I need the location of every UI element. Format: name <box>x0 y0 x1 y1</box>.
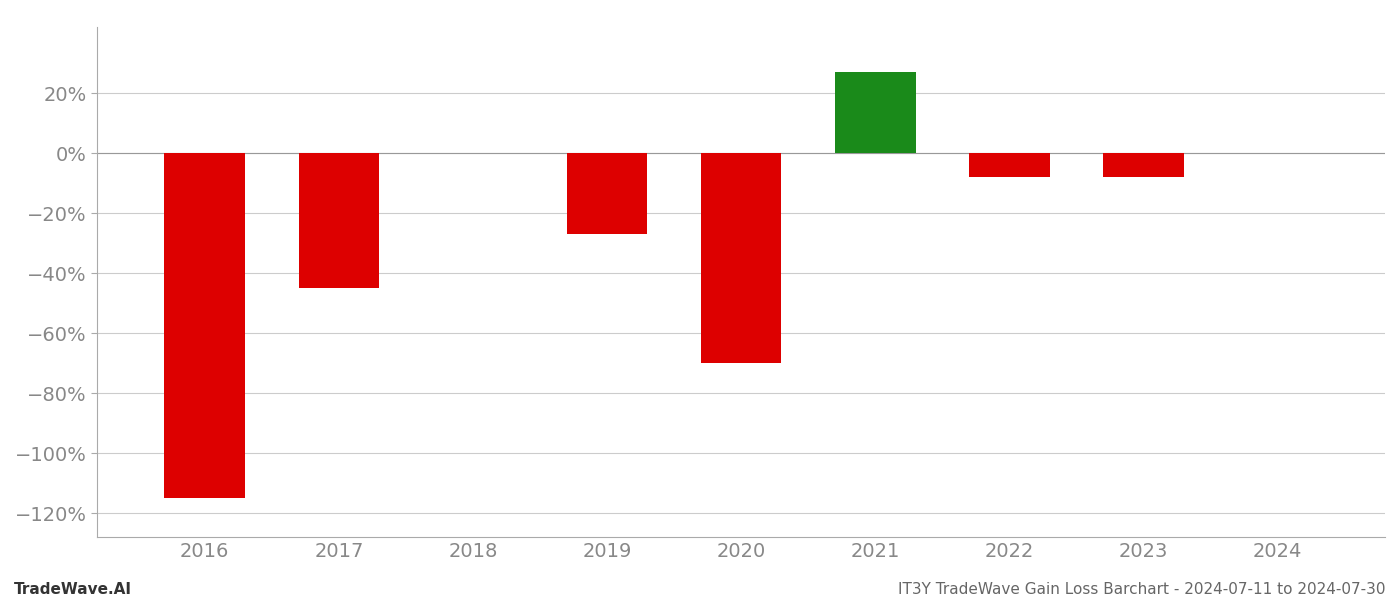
Bar <box>1103 153 1184 177</box>
Text: IT3Y TradeWave Gain Loss Barchart - 2024-07-11 to 2024-07-30: IT3Y TradeWave Gain Loss Barchart - 2024… <box>899 582 1386 597</box>
Bar <box>969 153 1050 177</box>
Bar <box>164 153 245 498</box>
Text: TradeWave.AI: TradeWave.AI <box>14 582 132 597</box>
Bar <box>567 153 647 234</box>
Bar <box>298 153 379 288</box>
Bar <box>701 153 781 363</box>
Bar <box>834 72 916 153</box>
